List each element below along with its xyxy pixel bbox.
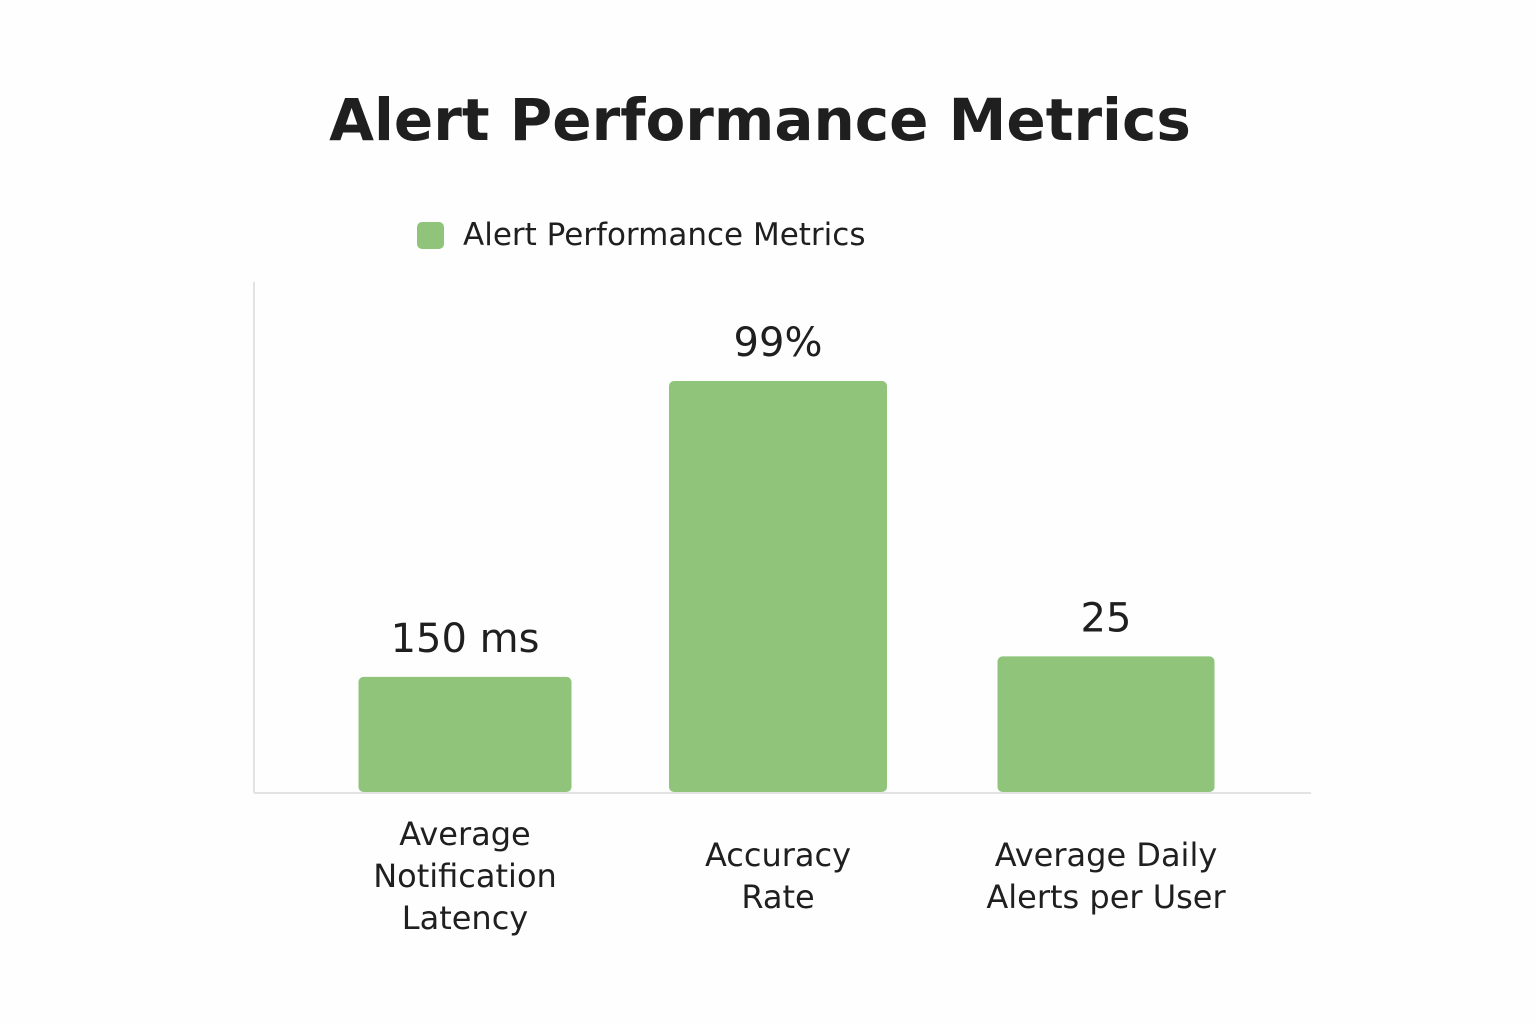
legend-swatch	[417, 222, 444, 249]
x-tick-label-line: Notification	[373, 857, 557, 895]
bar-2	[997, 656, 1215, 792]
chart-title: Alert Performance Metrics	[329, 86, 1191, 154]
x-tick-label-line: Latency	[402, 899, 528, 937]
x-tick-label-line: Alerts per User	[986, 878, 1226, 916]
data-label-0: 150 ms	[391, 616, 540, 662]
x-tick-label-line: Accuracy	[705, 836, 851, 874]
data-label-1: 99%	[734, 320, 823, 366]
bars-group: 150 ms Average Notification Latency 99% Accur…	[358, 320, 1226, 937]
x-tick-label-1: Accuracy Rate	[705, 836, 851, 916]
data-label-2: 25	[1081, 595, 1132, 641]
legend-label: Alert Performance Metrics	[463, 217, 865, 253]
x-tick-label-line: Average Daily	[995, 836, 1218, 874]
x-tick-label-0: Average Notification Latency	[373, 815, 557, 937]
bar-0	[358, 676, 572, 792]
bar-1	[669, 381, 887, 792]
legend: Alert Performance Metrics	[417, 217, 865, 253]
x-tick-label-line: Average	[399, 815, 530, 853]
x-tick-label-line: Rate	[741, 878, 814, 916]
x-tick-label-2: Average Daily Alerts per User	[986, 836, 1226, 916]
